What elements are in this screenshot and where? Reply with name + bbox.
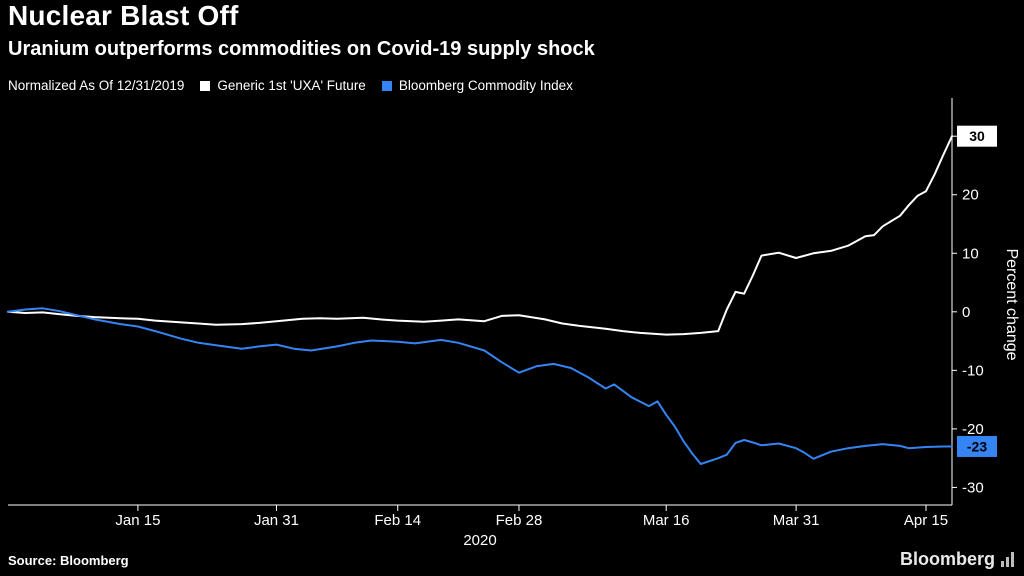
x-tick-label: Jan 31 (254, 512, 299, 529)
x-tick-label: Mar 31 (773, 512, 820, 529)
legend-swatch (200, 80, 211, 91)
page-subtitle: Uranium outperforms commodities on Covid… (8, 38, 595, 60)
bar-chart-icon (1001, 552, 1014, 567)
y-tick-label: 20 (962, 187, 979, 204)
line-chart: 30 20 10 0 -10 -20 -30 Jan 15 Jan 31 Feb 14 Feb 28… (7, 98, 1020, 549)
badge-value-label: 30 (969, 128, 985, 144)
legend-item-uxa: Generic 1st 'UXA' Future (200, 78, 366, 93)
uxa-line (7, 135, 953, 336)
bci-line (7, 307, 953, 465)
legend-label-bci: Bloomberg Commodity Index (398, 78, 573, 93)
legend-swatch (381, 80, 392, 91)
x-tick-label: Feb 28 (496, 512, 543, 529)
y-axis-title: Percent change (1003, 248, 1020, 360)
badge-value-label: -23 (967, 438, 987, 454)
legend-item-bci: Bloomberg Commodity Index (381, 78, 573, 93)
bloomberg-logo: Bloomberg (900, 549, 1014, 570)
legend-label-uxa: Generic 1st 'UXA' Future (217, 78, 366, 93)
page-title: Nuclear Blast Off (8, 0, 239, 31)
x-tick-label: Jan 15 (115, 512, 160, 529)
y-tick-label: -20 (962, 421, 984, 438)
x-tick-label: Feb 14 (374, 512, 421, 529)
x-axis-year-label: 2020 (463, 532, 496, 549)
y-tick-label: -10 (962, 362, 984, 379)
y-tick-label: 0 (962, 304, 970, 321)
uxa-value-badge (957, 125, 997, 147)
source-label: Source: Bloomberg (8, 553, 129, 568)
legend: Normalized As Of 12/31/2019 Generic 1st … (8, 78, 573, 93)
bloomberg-wordmark: Bloomberg (899, 549, 995, 569)
x-tick-label: Mar 16 (643, 512, 690, 529)
legend-note: Normalized As Of 12/31/2019 (8, 78, 185, 93)
bci-value-badge (957, 435, 997, 457)
y-tick-label: 10 (962, 245, 979, 262)
y-tick-label: -30 (962, 479, 984, 496)
x-tick-label: Apr 15 (904, 512, 948, 529)
